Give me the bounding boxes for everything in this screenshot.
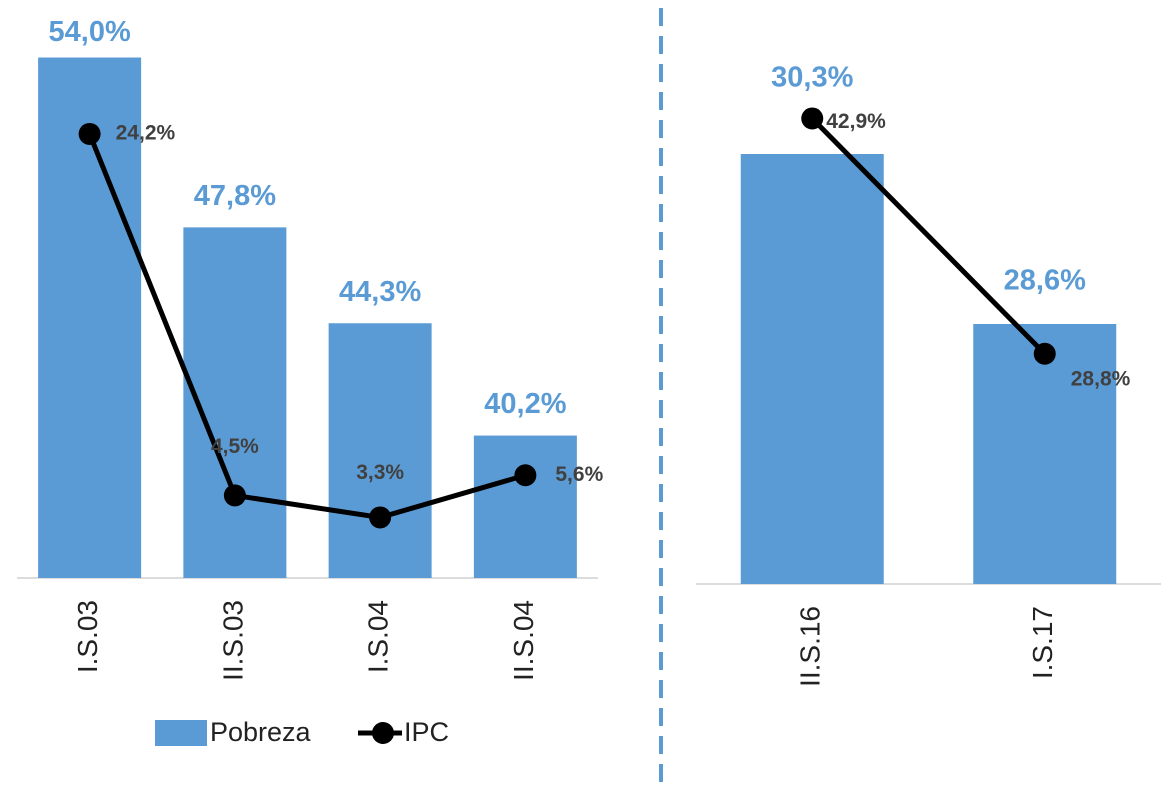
x-tick-label: I.S.03: [72, 600, 103, 673]
x-tick-label: I.S.17: [1027, 606, 1058, 679]
bar: [183, 227, 287, 578]
legend-label: Pobreza: [210, 717, 312, 747]
bar-label: 28,6%: [1004, 265, 1086, 297]
x-tick-label: II.S.04: [508, 600, 539, 681]
line-label: 24,2%: [116, 121, 176, 144]
line-marker: [514, 464, 537, 487]
bar-label: 40,2%: [484, 388, 566, 420]
x-tick-label: II.S.03: [217, 600, 248, 681]
line-label: 28,8%: [1071, 367, 1131, 390]
x-tick-label: I.S.04: [363, 600, 394, 673]
line-label: 3,3%: [356, 461, 404, 484]
line-marker: [1033, 342, 1056, 365]
bar: [473, 435, 577, 578]
line-marker: [223, 484, 246, 507]
bar: [328, 323, 432, 578]
bar: [973, 324, 1117, 584]
x-tick-label: II.S.16: [795, 606, 826, 687]
bar: [740, 154, 884, 584]
line-label: 42,9%: [826, 110, 886, 133]
legend-label: IPC: [404, 717, 449, 747]
bar-label: 44,3%: [339, 276, 421, 308]
bar-label: 47,8%: [194, 180, 276, 212]
legend-swatch: [372, 722, 394, 744]
line: [87, 133, 527, 521]
line-label: 4,5%: [211, 435, 259, 458]
line-marker: [78, 122, 101, 145]
bar-label: 54,0%: [49, 16, 131, 48]
line-marker: [369, 506, 392, 529]
line: [810, 116, 1047, 356]
bar-label: 30,3%: [771, 62, 853, 94]
line-marker: [801, 107, 824, 130]
legend-swatch: [155, 720, 207, 746]
line-label: 5,6%: [555, 463, 603, 486]
